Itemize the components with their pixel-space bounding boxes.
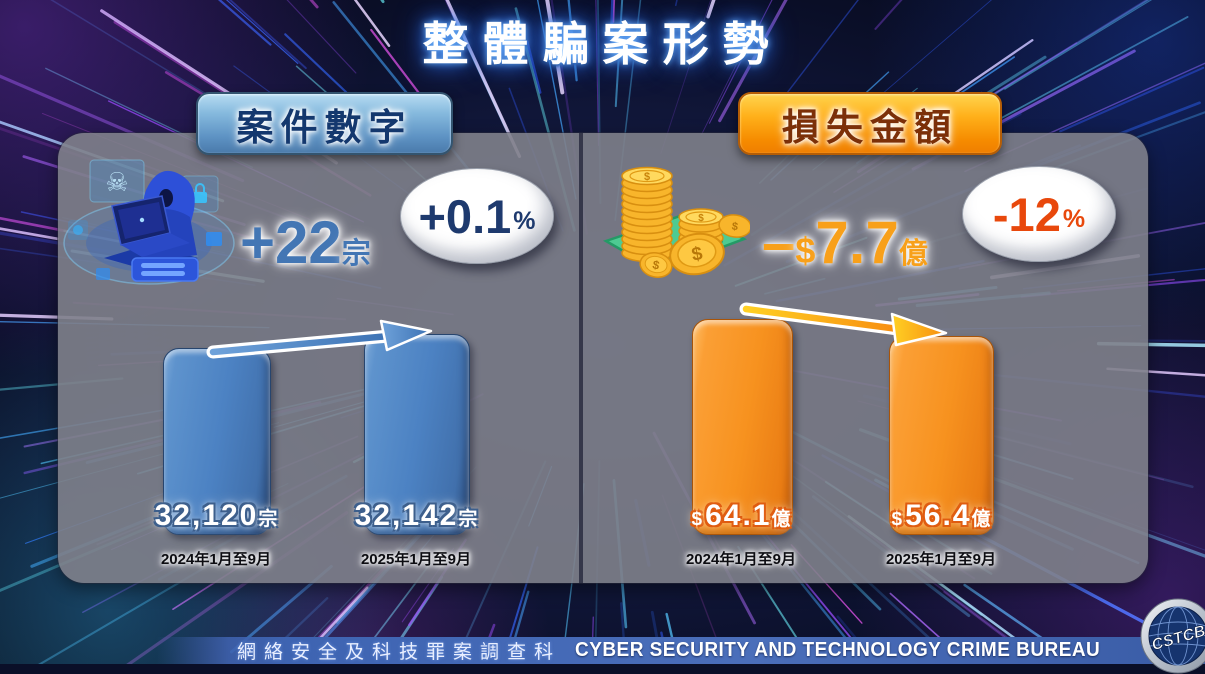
cstcb-logo: CSTCB: [1140, 598, 1205, 674]
losses-bar-2025-value: $56.4億: [866, 499, 1016, 533]
losses-header-label: 損失金額: [782, 106, 958, 148]
cases-2024-period: 2024年1月至9月: [160, 551, 272, 568]
cases-header-pill: 案件數字: [196, 92, 453, 155]
losses-header-pill: 損失金額: [738, 92, 1002, 155]
losses-bar-2025: [889, 336, 994, 535]
losses-change-label: –$7.7億: [762, 208, 928, 277]
cases-2024-unit: 宗: [258, 509, 278, 530]
cases-bar-2024: [163, 348, 271, 535]
cases-bar-2025-value: 32,142宗: [331, 499, 501, 533]
cases-percent-sign: %: [513, 206, 536, 235]
svg-text:☠: ☠: [105, 167, 128, 197]
cases-percent-value: +0.1: [418, 189, 512, 243]
cases-change-label: +22宗: [240, 208, 371, 277]
cases-bar-2025: [364, 334, 470, 535]
svg-text:$: $: [644, 171, 650, 183]
cases-2025-period: 2025年1月至9月: [360, 551, 472, 568]
svg-text:$: $: [690, 243, 704, 266]
losses-2025-number: 56.4: [905, 499, 972, 532]
page-title: 整體騙案形勢: [422, 18, 783, 70]
cases-change-value: +22: [240, 209, 342, 276]
losses-percent-badge: -12 %: [962, 166, 1116, 262]
cases-trend-arrow-icon: [206, 319, 433, 359]
losses-bar-2024: [692, 319, 793, 535]
hacker-icon: ☠: [63, 159, 235, 285]
losses-percent-value: -12: [992, 187, 1061, 241]
cases-bar-2024-value: 32,120宗: [131, 499, 301, 533]
coin-stack-tall: $: [621, 166, 673, 263]
footer-bar: 網絡安全及科技罪案調查科 CYBER SECURITY AND TECHNOLO…: [0, 637, 1205, 664]
money-coins-icon: $ $ $ $ $: [602, 166, 750, 278]
bureau-name-chinese: 網絡安全及科技罪案調查科: [237, 642, 562, 663]
cases-percent-badge: +0.1 %: [400, 168, 554, 264]
losses-2025-unit: 億: [971, 509, 991, 530]
losses-2025-period: 2025年1月至9月: [885, 551, 997, 568]
bureau-name-english: CYBER SECURITY AND TECHNOLOGY CRIME BURE…: [575, 639, 1101, 661]
cases-header-label: 案件數字: [236, 106, 413, 148]
losses-change-value: 7.7: [815, 209, 899, 276]
cases-2025-number: 32,142: [354, 499, 459, 532]
losses-2025-currency: $: [891, 509, 903, 530]
panel-divider: [579, 133, 583, 583]
losses-2024-currency: $: [691, 509, 703, 530]
cases-2025-unit: 宗: [458, 509, 478, 530]
svg-text:$: $: [731, 221, 739, 234]
losses-change-sign: –: [762, 209, 796, 276]
coin-front: $: [669, 232, 725, 276]
svg-text:$: $: [698, 213, 704, 224]
losses-change-unit: 億: [898, 238, 928, 270]
cases-change-unit: 宗: [341, 238, 371, 270]
cases-2024-number: 32,120: [154, 499, 259, 532]
losses-trend-arrow-icon: [739, 302, 948, 347]
losses-percent-sign: %: [1062, 204, 1086, 233]
losses-2024-period: 2024年1月至9月: [685, 551, 797, 568]
losses-bar-2024-value: $64.1億: [666, 499, 816, 533]
svg-text:$: $: [651, 257, 661, 272]
losses-2024-number: 64.1: [705, 499, 772, 532]
losses-change-currency: $: [795, 230, 816, 271]
losses-2024-unit: 億: [771, 509, 791, 530]
